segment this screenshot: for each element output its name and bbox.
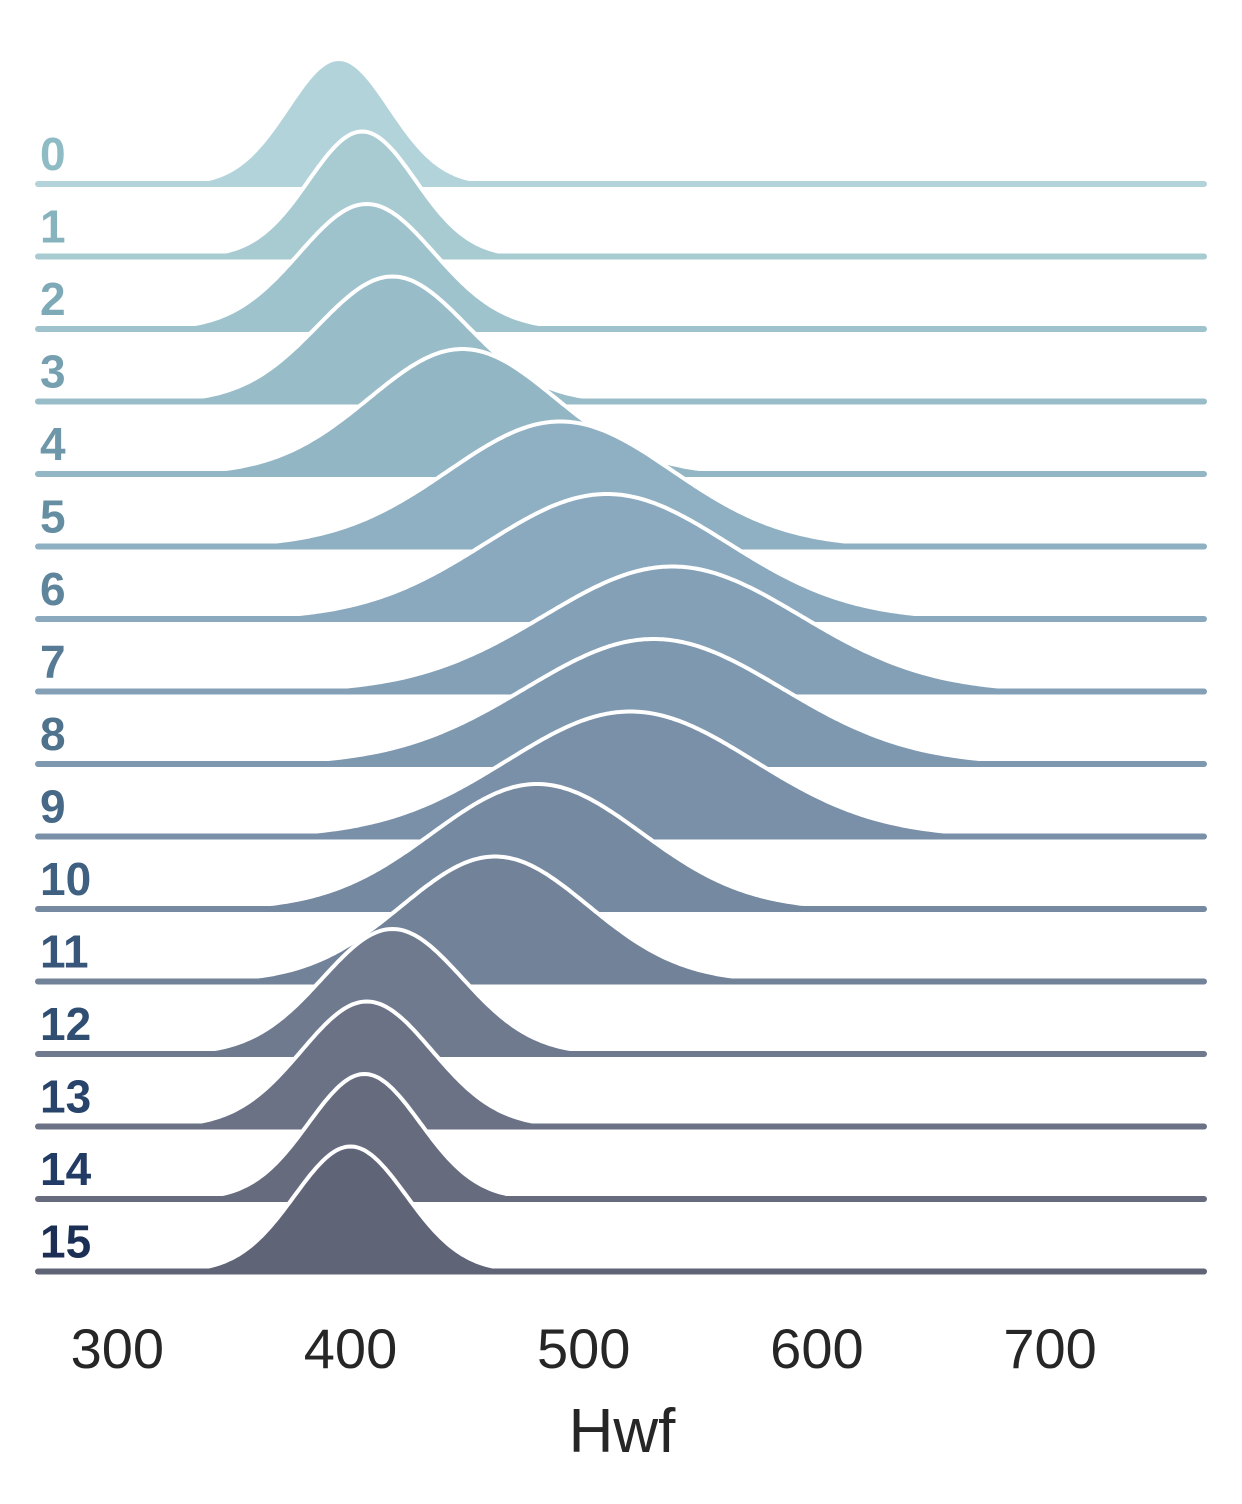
ridge-area (135, 711, 1125, 837)
ridge-row: 13 (35, 999, 1207, 1130)
ridge-outline (112, 926, 673, 1056)
ridge-row: 0 (35, 56, 1207, 187)
ridge-row: 3 (35, 274, 1207, 405)
ridge-row: 2 (35, 201, 1207, 332)
ridge-area (112, 421, 1009, 547)
row-label: 1 (40, 201, 66, 253)
ridge-row: 12 (35, 926, 1207, 1057)
ridge-row: 10 (35, 782, 1207, 912)
ridge-outline (122, 492, 1093, 621)
ridge-area (94, 276, 691, 402)
row-label: 0 (40, 128, 66, 180)
ridge-outline (135, 709, 1125, 839)
ridge-area (133, 59, 544, 184)
row-label: 7 (40, 636, 66, 688)
row-label: 6 (40, 563, 66, 615)
row-label: 14 (40, 1143, 92, 1195)
ridge-area (140, 639, 1167, 764)
x-tick-label: 500 (537, 1317, 630, 1380)
ridge-row: 14 (35, 1071, 1207, 1202)
row-label: 11 (40, 926, 89, 978)
x-axis-ticks: 300 400 500 600 700 (71, 1317, 1097, 1380)
ridge-area (105, 1001, 629, 1127)
ridge-outline (122, 854, 869, 984)
row-label: 2 (40, 273, 66, 325)
ridge-area (126, 1146, 575, 1272)
ridge-area (122, 494, 1093, 619)
ridge-area (147, 131, 577, 257)
ridge-outline (140, 637, 1167, 766)
ridge-area (117, 784, 957, 909)
ridge-outline (133, 56, 545, 186)
ridge-outline (96, 201, 638, 331)
row-label: 3 (40, 346, 66, 398)
ridge-outline (147, 129, 577, 259)
row-label: 15 (40, 1216, 91, 1268)
ridge-area (89, 349, 836, 474)
ridge-outline (112, 419, 1009, 549)
ridge-outline (140, 1071, 589, 1201)
x-tick-label: 700 (1003, 1317, 1096, 1380)
ridge-area (140, 1074, 589, 1199)
x-tick-label: 300 (71, 1317, 164, 1380)
ridge-area (96, 204, 638, 329)
row-label: 8 (40, 708, 66, 760)
row-label: 4 (40, 418, 66, 470)
row-label: 10 (40, 853, 91, 905)
ridge-outline (159, 564, 1186, 694)
row-label: 13 (40, 1071, 91, 1123)
ridge-outline (126, 1144, 575, 1274)
ridge-row: 11 (35, 854, 1207, 985)
ridge-area (112, 929, 673, 1054)
x-axis-label: Hwf (569, 1397, 677, 1466)
ridge-outline (117, 782, 957, 911)
row-label: 12 (40, 998, 91, 1050)
ridge-row: 15 (35, 1144, 1207, 1275)
ridge-area (159, 566, 1186, 692)
ridge-outline (105, 999, 628, 1129)
ridge-row: 1 (35, 129, 1207, 260)
x-tick-label: 400 (304, 1317, 397, 1380)
row-label: 9 (40, 781, 66, 833)
x-tick-label: 600 (770, 1317, 863, 1380)
ridge-outline (94, 274, 691, 404)
ridge-area (122, 856, 869, 982)
ridge-outline (89, 347, 836, 476)
row-label: 5 (40, 491, 66, 543)
